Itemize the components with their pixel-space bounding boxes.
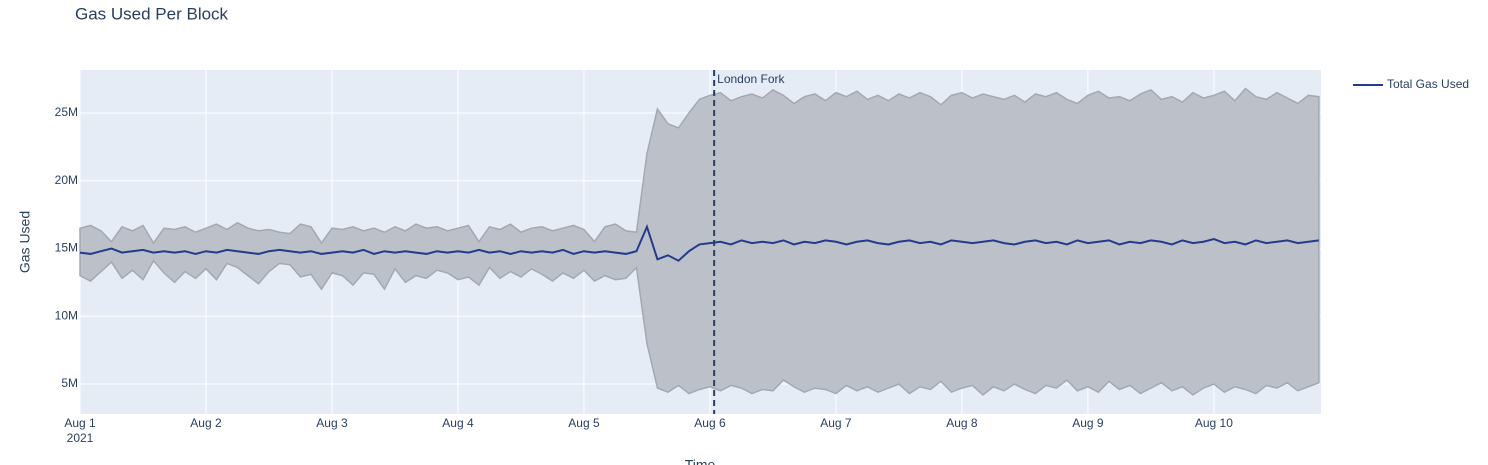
y-tick-label: 25M xyxy=(55,105,78,119)
x-tick-label: Aug 5 xyxy=(568,416,600,430)
x-year-label: 2021 xyxy=(67,431,94,445)
legend-label: Total Gas Used xyxy=(1387,77,1469,91)
x-tick-label: Aug 7 xyxy=(820,416,852,430)
x-tick-label: Aug 4 xyxy=(442,416,474,430)
y-tick-label: 10M xyxy=(55,308,78,322)
series-line xyxy=(79,223,1320,262)
chart-title: Gas Used Per Block xyxy=(75,4,229,23)
band-area xyxy=(79,87,1320,396)
x-axis-title: Time xyxy=(685,457,716,465)
x-tick-label: Aug 10 xyxy=(1195,416,1233,430)
x-tick-label: Aug 8 xyxy=(946,416,978,430)
y-tick-label: 5M xyxy=(61,376,78,390)
y-axis-title: Gas Used xyxy=(17,211,33,273)
x-tick-label: Aug 3 xyxy=(316,416,348,430)
x-tick-label: Aug 2 xyxy=(190,416,222,430)
y-tick-label: 20M xyxy=(55,173,78,187)
annotation-text: London Fork xyxy=(717,72,785,86)
x-tick-label: Aug 9 xyxy=(1072,416,1104,430)
x-tick-label: Aug 6 xyxy=(694,416,726,430)
x-tick-label: Aug 1 xyxy=(64,416,96,430)
y-tick-label: 15M xyxy=(55,241,78,255)
